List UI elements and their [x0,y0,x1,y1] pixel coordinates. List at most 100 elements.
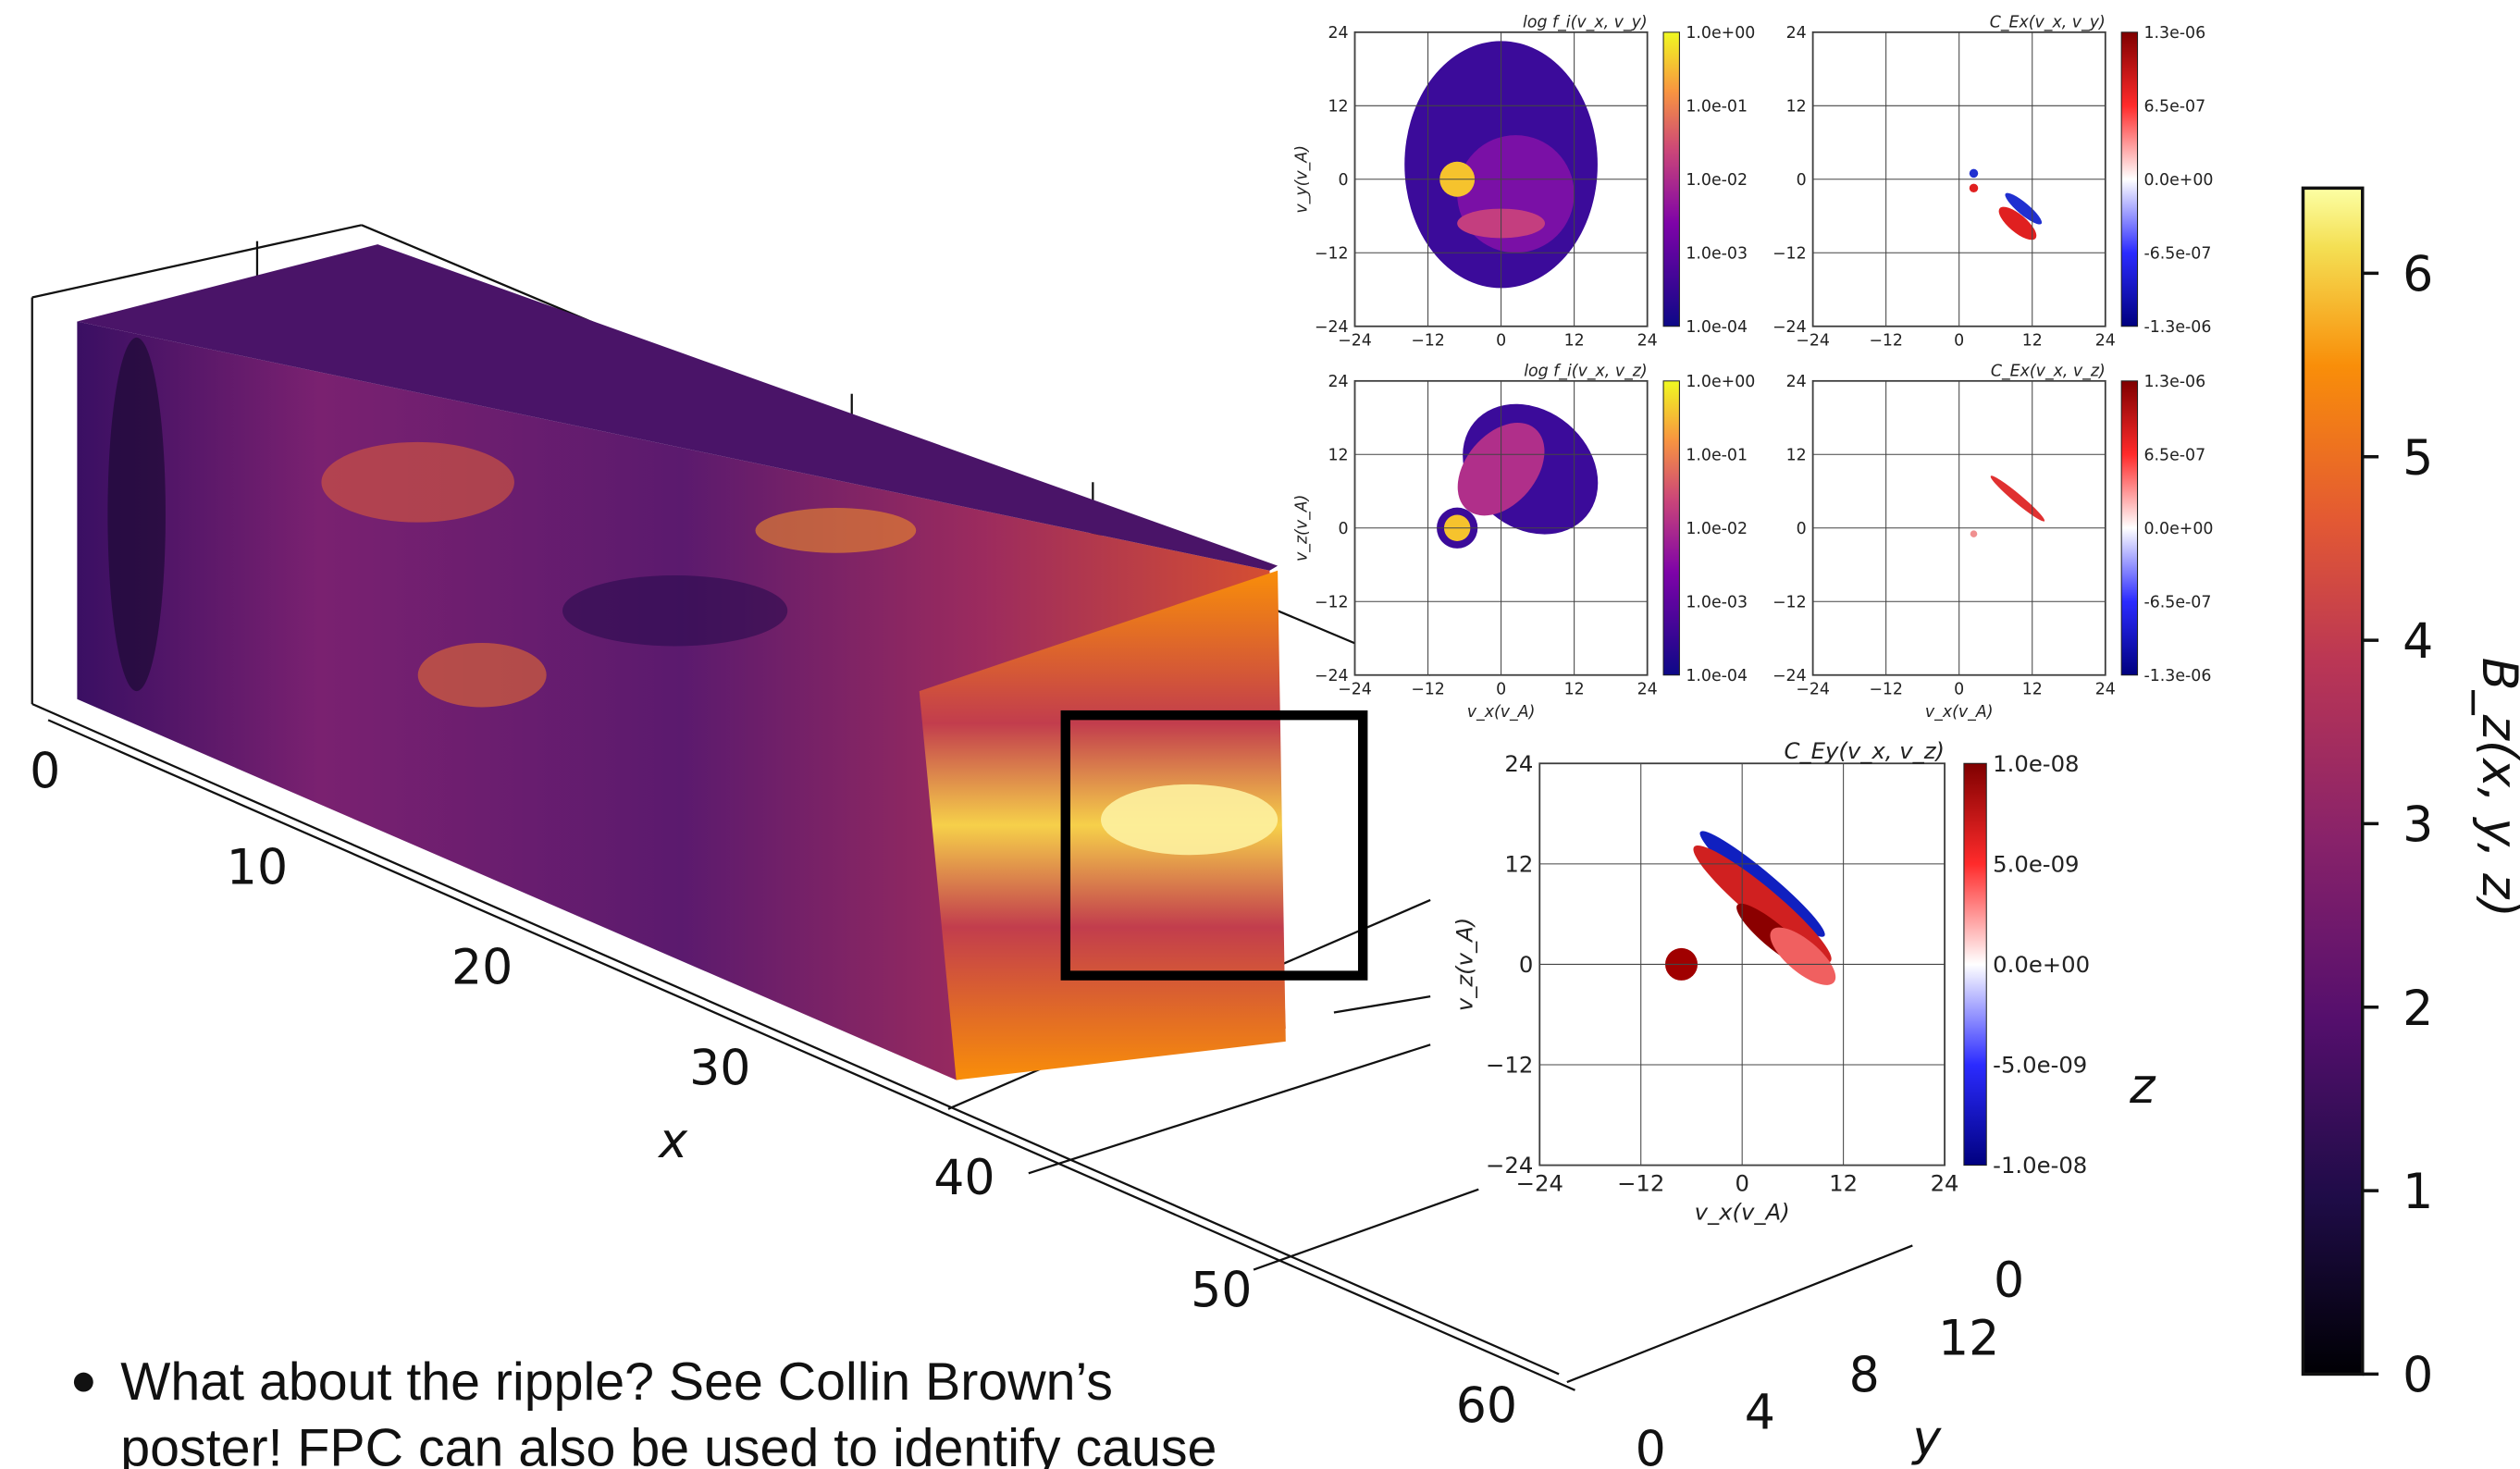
x-tick-label: 12 [2022,332,2043,351]
y-tick-label: 0 [1636,1422,1666,1469]
x-tick-label: 0 [30,744,60,799]
y-tick-label: 24 [1786,373,1807,391]
colorbar-tick-label: 0.0e+00 [2143,520,2213,538]
x-tick-label: 24 [1637,332,1658,351]
colorbar-tick-label: 1.0e-01 [1686,97,1748,116]
y-tick-label: 12 [1786,97,1807,116]
y-tick-label: 12 [1328,446,1348,464]
x-tick-label: 40 [933,1151,994,1206]
x-tick-label: −12 [1869,681,1903,699]
colorbar-tick-label: 1.3e-06 [2143,24,2205,43]
x-tick-label: 24 [2095,681,2116,699]
colorbar-tick-label: 4 [2403,614,2433,670]
x-tick-label: 24 [1931,1169,1959,1196]
bullet-dot [73,1372,93,1392]
colorbar-tick-label: -6.5e-07 [2143,244,2211,263]
highlight-box [1060,710,1368,981]
y-tick-label: 12 [1786,446,1807,464]
y-tick-label: −12 [1315,244,1349,263]
colorbar-tick-label: 1.0e-04 [1686,318,1748,337]
colorbar-tick-label: 1.0e+00 [1686,373,1755,391]
x-tick-label: −24 [1338,332,1372,351]
bullet-line: What about the ripple? See Collin Brown’… [120,1352,1113,1412]
colorbar-tick-label: 6 [2403,248,2433,303]
y-tick-label: 24 [1328,24,1348,43]
x-tick-label: −24 [1338,681,1372,699]
colorbar-tick-label: 0.0e+00 [2143,171,2213,190]
y-tick-label: 24 [1328,373,1348,391]
x-tick-label: −12 [1411,332,1445,351]
colorbar-tick-label: 0.0e+00 [1993,951,2090,978]
heatmap-blob [1969,183,1979,193]
x-axis-label: v_x(v_A) [1467,703,1536,722]
y-tick-label: 24 [1786,24,1807,43]
y-tick-label: −24 [1486,1152,1533,1179]
y-tick-label: 8 [1849,1349,1880,1404]
x-tick-label: 60 [1456,1379,1517,1435]
x-tick-label: −24 [1516,1169,1563,1196]
x-tick-label: 12 [2022,681,2043,699]
colorbar-tick-label: 3 [2403,798,2433,854]
x-tick-label: 0 [1954,681,1964,699]
panel-colorbar [1662,31,1680,327]
x-tick-label: 12 [1564,332,1585,351]
x-tick-label: −12 [1869,332,1903,351]
y-tick-label: 0 [1797,520,1807,538]
panel-title: log f_i(v_x, v_z) [1524,363,1647,381]
colorbar-tick-label: 5 [2403,431,2433,487]
y-axis-label: v_y(v_A) [1292,145,1311,214]
y-axis-label: v_z(v_A) [1451,918,1477,1011]
y-tick-label: 0 [1339,171,1349,190]
x-tick-label: −24 [1796,332,1830,351]
heatmap-blob [1969,168,1979,179]
panel-colorbar [2120,31,2139,327]
x-tick-label: 20 [451,940,513,995]
x-axis-label: v_x(v_A) [1695,1199,1790,1226]
panel-colorbar [1963,762,1987,1167]
colorbar-tick-label: -6.5e-07 [2143,593,2211,611]
y-tick-label: 24 [1504,750,1533,777]
colorbar-label: B_z(x, y, z) [2471,658,2520,918]
y-tick-label: −24 [1773,318,1807,337]
y-tick-label: −12 [1315,593,1349,611]
colorbar-tick-label: 1.0e-04 [1686,667,1748,685]
x-tick-label: 0 [1735,1169,1748,1196]
colorbar-tick-label: 6.5e-07 [2143,97,2205,116]
z-tick-label: 0 [1994,1253,2024,1309]
panel-colorbar [2120,380,2139,676]
colorbar-tick-label: -1.3e-06 [2143,667,2211,685]
panel-title: C_Ey(v_x, v_z) [1785,737,1946,764]
colorbar-tick-label: 1.3e-06 [2143,373,2205,391]
colorbar-tick-label: 1.0e-03 [1686,244,1748,263]
colorbar-tick-label: 1.0e-08 [1993,750,2079,777]
x-tick-label: 50 [1191,1263,1252,1318]
x-tick-label: −24 [1796,681,1830,699]
colorbar-tick-label: 0 [2403,1349,2433,1404]
colorbar-tick-label: 1.0e-02 [1686,171,1748,190]
colorbar-tick-label: 1 [2403,1165,2433,1220]
y-axis-label: v_z(v_A) [1292,495,1311,562]
x-tick-label: −12 [1617,1169,1664,1196]
heatmap-blob [1990,475,2045,522]
heatmap-blob [1970,530,1978,537]
y-tick-label: 12 [1938,1312,1999,1367]
y-tick-label: −24 [1773,667,1807,685]
colorbar-tick-label: 6.5e-07 [2143,446,2205,464]
x-axis-label: v_x(v_A) [1925,703,1994,722]
colorbar-tick-label: 1.0e-01 [1686,446,1748,464]
colorbar-tick-label: 1.0e+00 [1686,24,1755,43]
colorbar-tick-label: -5.0e-09 [1993,1052,2087,1079]
z-axis-label: z [2129,1059,2156,1115]
y-tick-label: 0 [1797,171,1807,190]
y-tick-label: −24 [1315,667,1349,685]
panel-title: C_Ex(v_x, v_z) [1991,363,2106,381]
x-tick-label: 0 [1954,332,1964,351]
y-tick-label: 12 [1328,97,1348,116]
panel-title: log f_i(v_x, v_y) [1523,14,1648,32]
x-tick-label: 12 [1564,681,1585,699]
x-tick-label: 0 [1496,681,1506,699]
y-tick-label: 0 [1339,520,1349,538]
colorbar-tick-label: 2 [2403,981,2433,1037]
y-tick-label: 12 [1504,850,1533,877]
